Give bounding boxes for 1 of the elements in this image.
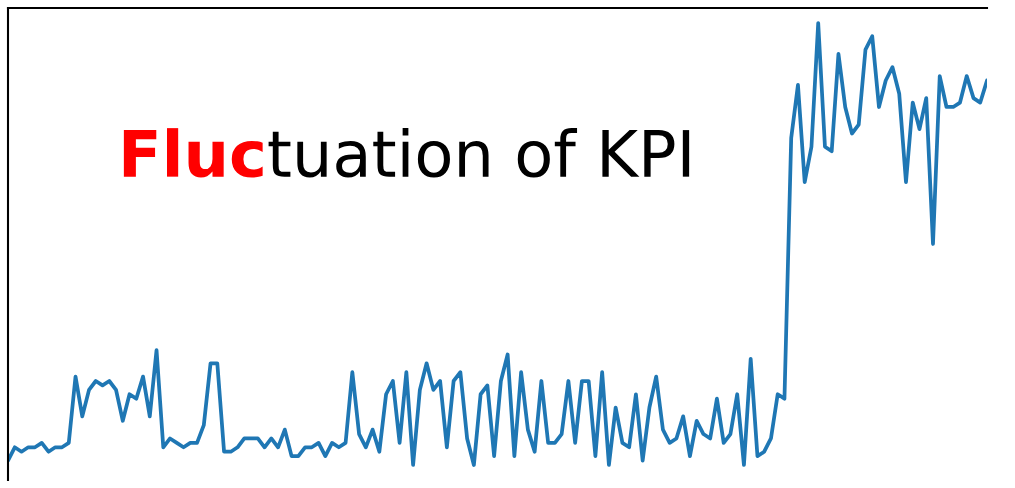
- text: Fluctuation of KPI: [123, 128, 690, 178]
